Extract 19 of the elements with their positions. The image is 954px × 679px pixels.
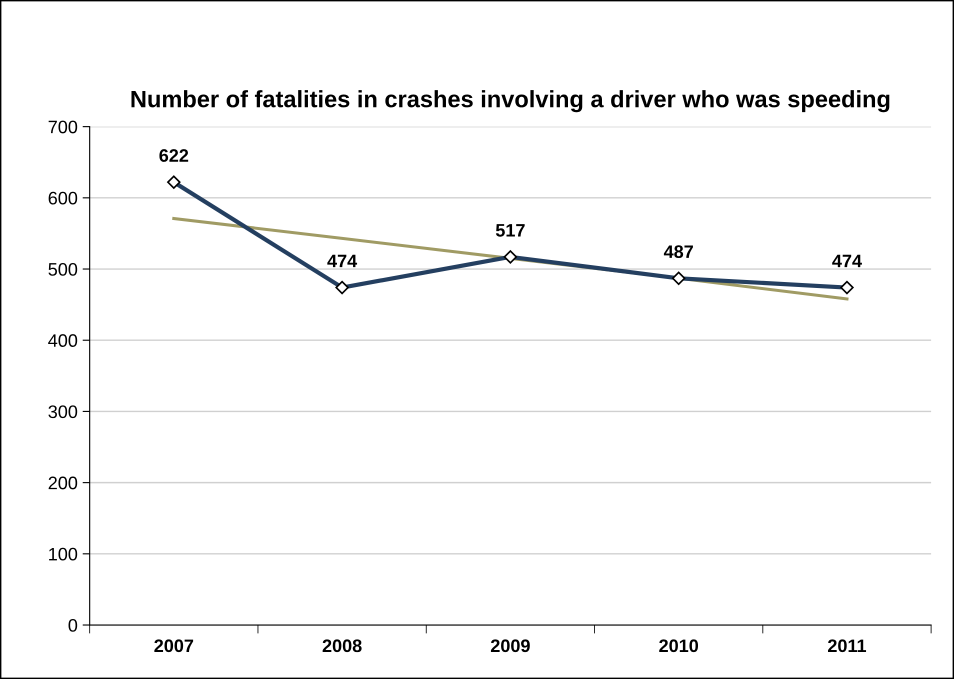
- data-label: 487: [664, 245, 693, 258]
- data-label: 622: [159, 149, 188, 162]
- data-label: 474: [327, 254, 358, 268]
- y-tick-label: 100: [49, 548, 78, 561]
- x-tick-label: 2007: [154, 639, 194, 652]
- y-tick-label: 700: [48, 120, 78, 134]
- data-label: 474: [832, 254, 862, 268]
- x-tick-label: 2011: [828, 639, 866, 652]
- x-tick-label: 2008: [322, 639, 362, 652]
- y-tick-label: 500: [48, 262, 78, 276]
- x-tick-label: 2009: [490, 639, 530, 652]
- x-tick-label: 2010: [659, 639, 698, 652]
- y-tick-label: 0: [68, 618, 78, 632]
- chart-title: Number of fatalities in crashes involving a driver who was speeding: [131, 90, 890, 112]
- y-tick-label: 300: [48, 405, 78, 418]
- y-tick-label: 200: [48, 476, 78, 490]
- data-label: 517: [496, 224, 525, 237]
- y-tick-label: 400: [48, 334, 78, 347]
- y-tick-label: 600: [48, 192, 78, 205]
